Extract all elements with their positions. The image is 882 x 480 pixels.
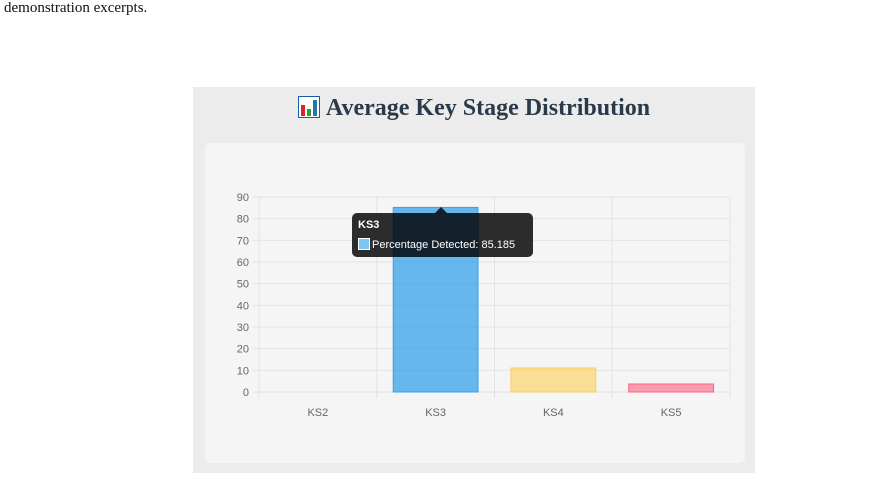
y-tick-label: 50 bbox=[237, 279, 249, 291]
y-tick-label: 40 bbox=[237, 300, 249, 312]
x-tick-label: KS2 bbox=[307, 407, 328, 419]
bar-ks4 bbox=[510, 367, 597, 393]
y-tick-label: 90 bbox=[237, 192, 249, 204]
x-tick-label: KS3 bbox=[425, 407, 446, 419]
tooltip-swatch bbox=[358, 238, 370, 250]
bar-chart-icon bbox=[297, 96, 320, 125]
tooltip-row: Percentage Detected: 85.185 bbox=[358, 238, 515, 251]
y-tick-label: 10 bbox=[237, 365, 249, 377]
chart-card: 0 10 20 30 40 50 60 70 80 90 KS2 KS3 KS4 KS5 KS3 Perc… bbox=[205, 143, 745, 463]
chart-tooltip: KS3 Percentage Detected: 85.185 bbox=[352, 207, 533, 257]
y-tick-label: 70 bbox=[237, 235, 249, 247]
bar-chart: 0 10 20 30 40 50 60 70 80 90 KS2 KS3 KS4 KS5 bbox=[237, 192, 731, 419]
panel-title-text: Average Key Stage Distribution bbox=[325, 95, 651, 121]
bar-ks5 bbox=[628, 383, 715, 393]
y-tick-label: 30 bbox=[237, 322, 249, 334]
panel-title: Average Key Stage Distribution bbox=[193, 95, 755, 125]
y-tick-label: 20 bbox=[237, 344, 249, 356]
y-tick-label: 0 bbox=[243, 387, 249, 399]
tooltip-label: Percentage Detected: 85.185 bbox=[372, 239, 516, 251]
tooltip-caret bbox=[435, 207, 447, 213]
x-tick-label: KS5 bbox=[661, 407, 682, 419]
y-tick-label: 60 bbox=[237, 257, 249, 269]
chart-panel: Average Key Stage Distribution 0 10 20 30 40… bbox=[193, 87, 755, 473]
x-tick-label: KS4 bbox=[543, 407, 564, 419]
top-text: demonstration excerpts. bbox=[4, 0, 148, 16]
y-tick-label: 80 bbox=[237, 214, 249, 226]
tooltip-title: KS3 bbox=[358, 219, 380, 231]
